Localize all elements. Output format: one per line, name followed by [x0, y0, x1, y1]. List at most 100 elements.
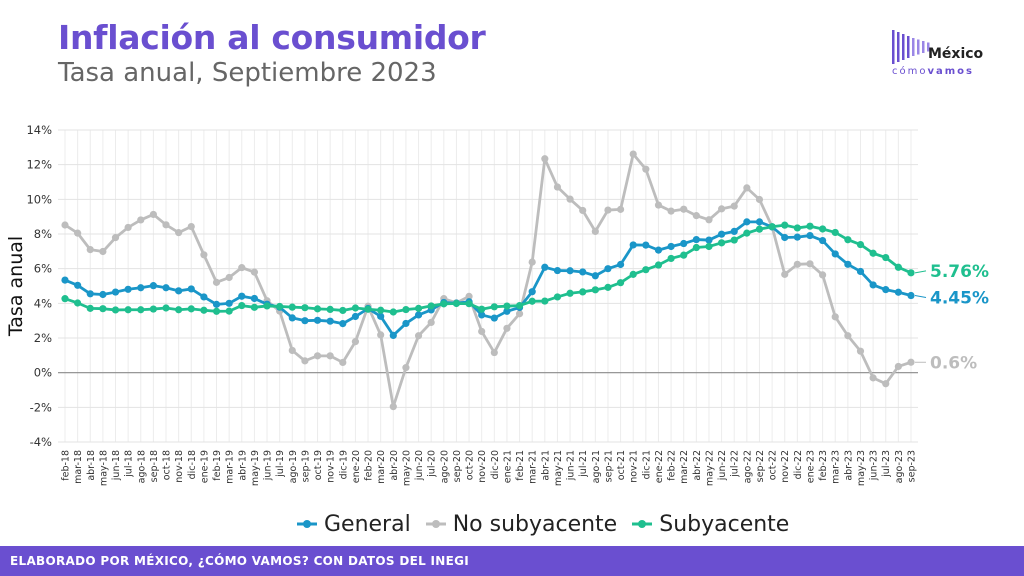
- data-point-subyacente: [238, 301, 246, 310]
- x-tick-label: ago-21: [591, 450, 602, 483]
- data-point-subyacente: [755, 225, 764, 233]
- x-tick-label: jun-23: [869, 450, 880, 481]
- logo-bars-icon: [892, 30, 930, 64]
- data-point-general: [680, 239, 688, 248]
- data-point-general: [238, 292, 246, 300]
- x-tick-label: nov-20: [477, 450, 488, 483]
- logo-bar: [892, 30, 895, 64]
- data-point-subyacente: [149, 305, 157, 313]
- data-point-subyacente: [326, 305, 334, 313]
- data-point-subyacente: [351, 304, 360, 312]
- x-tick-label: ago-22: [742, 450, 753, 483]
- data-point-no-subyacente: [579, 206, 587, 215]
- data-point-general: [629, 241, 637, 249]
- data-point-subyacente: [515, 301, 524, 310]
- x-tick-label: ago-20: [439, 450, 450, 483]
- y-tick-label: 0%: [34, 366, 52, 380]
- x-tick-label: dic-22: [793, 450, 804, 479]
- x-tick-label: abr-21: [540, 450, 551, 481]
- data-point-subyacente: [61, 295, 69, 303]
- data-point-subyacente: [427, 302, 435, 310]
- data-point-general: [856, 267, 865, 276]
- data-point-no-subyacente: [503, 324, 511, 332]
- data-point-no-subyacente: [528, 258, 536, 266]
- data-point-no-subyacente: [326, 352, 334, 360]
- data-point-subyacente: [579, 288, 587, 296]
- data-point-general: [200, 293, 208, 301]
- data-point-no-subyacente: [869, 374, 877, 382]
- legend-marker-no-subyacente-icon: [425, 520, 446, 528]
- data-point-general: [705, 236, 713, 244]
- x-tick-label: sep-19: [300, 450, 311, 482]
- x-tick-label: jun-18: [111, 450, 122, 481]
- x-tick-label: nov-21: [629, 450, 640, 483]
- data-point-subyacente: [200, 306, 208, 314]
- x-tick-label: oct-19: [313, 450, 324, 480]
- data-point-subyacente: [86, 304, 94, 312]
- data-point-no-subyacente: [907, 358, 915, 366]
- data-point-general: [642, 241, 650, 249]
- data-point-subyacente: [339, 306, 347, 315]
- inflation-line-chart: 14% 12% 10% 8% 6% 4% 2% 0% -2% -4% Tasa anual feb-1…: [5, 123, 989, 486]
- legend-item-subyacente: Subyacente: [631, 512, 789, 537]
- data-point-subyacente: [743, 229, 751, 237]
- y-tick-label: 6%: [34, 262, 52, 276]
- x-tick-label: may-23: [856, 450, 867, 486]
- data-point-general: [124, 285, 132, 293]
- data-point-general: [313, 316, 322, 324]
- data-point-general: [566, 267, 574, 275]
- data-point-no-subyacente: [730, 202, 738, 210]
- data-point-subyacente: [768, 223, 776, 231]
- data-point-subyacente: [490, 303, 498, 311]
- x-tick-label: jun-22: [717, 450, 728, 481]
- x-tick-label: ene-23: [805, 450, 816, 483]
- data-point-general: [137, 284, 145, 292]
- data-point-general: [654, 246, 663, 254]
- data-point-no-subyacente: [187, 222, 195, 231]
- data-point-general: [730, 227, 738, 235]
- data-point-no-subyacente: [61, 221, 69, 229]
- data-point-general: [667, 242, 675, 251]
- x-tick-label: dic-18: [187, 450, 198, 479]
- chart-legend: General No subyacente Subyacente: [296, 509, 803, 539]
- data-point-subyacente: [528, 297, 536, 305]
- data-point-no-subyacente: [642, 165, 650, 173]
- x-tick-label: abr-23: [843, 450, 854, 481]
- x-tick-label: sep-23: [907, 450, 918, 482]
- data-point-no-subyacente: [414, 332, 423, 340]
- data-point-subyacente: [680, 251, 688, 259]
- data-point-general: [162, 284, 170, 292]
- x-tick-label: jun-19: [263, 450, 274, 481]
- x-tick-label: nov-18: [174, 450, 185, 483]
- data-point-general: [793, 233, 801, 241]
- data-point-no-subyacente: [402, 364, 410, 372]
- data-point-general: [288, 314, 296, 322]
- data-point-general: [74, 281, 82, 289]
- x-tick-label: feb-22: [667, 450, 678, 481]
- data-point-no-subyacente: [705, 216, 713, 224]
- end-label-general: 4.45%: [930, 289, 989, 309]
- x-tick-label: abr-20: [389, 450, 400, 481]
- data-point-subyacente: [642, 266, 650, 274]
- data-point-no-subyacente: [111, 234, 120, 242]
- data-point-general: [717, 230, 726, 238]
- series-line-no-subyacente: [64, 152, 912, 409]
- data-point-no-subyacente: [831, 313, 839, 321]
- x-tick-label: mar-21: [528, 450, 539, 484]
- data-point-subyacente: [301, 304, 309, 312]
- data-point-general: [528, 288, 536, 296]
- y-tick-label: -2%: [30, 400, 52, 414]
- data-point-subyacente: [654, 261, 663, 269]
- data-point-general: [882, 286, 890, 294]
- logo-bar: [912, 38, 915, 56]
- data-point-general: [339, 320, 347, 328]
- data-point-no-subyacente: [478, 327, 486, 336]
- legend-label-no-subyacente: No subyacente: [452, 511, 618, 537]
- data-point-no-subyacente: [288, 346, 296, 355]
- data-point-subyacente: [793, 224, 801, 232]
- logo-bar: [902, 34, 905, 60]
- x-tick-label: jul-23: [881, 450, 892, 478]
- data-point-no-subyacente: [137, 216, 145, 224]
- data-point-no-subyacente: [149, 210, 157, 219]
- y-tick-label: 2%: [34, 331, 52, 345]
